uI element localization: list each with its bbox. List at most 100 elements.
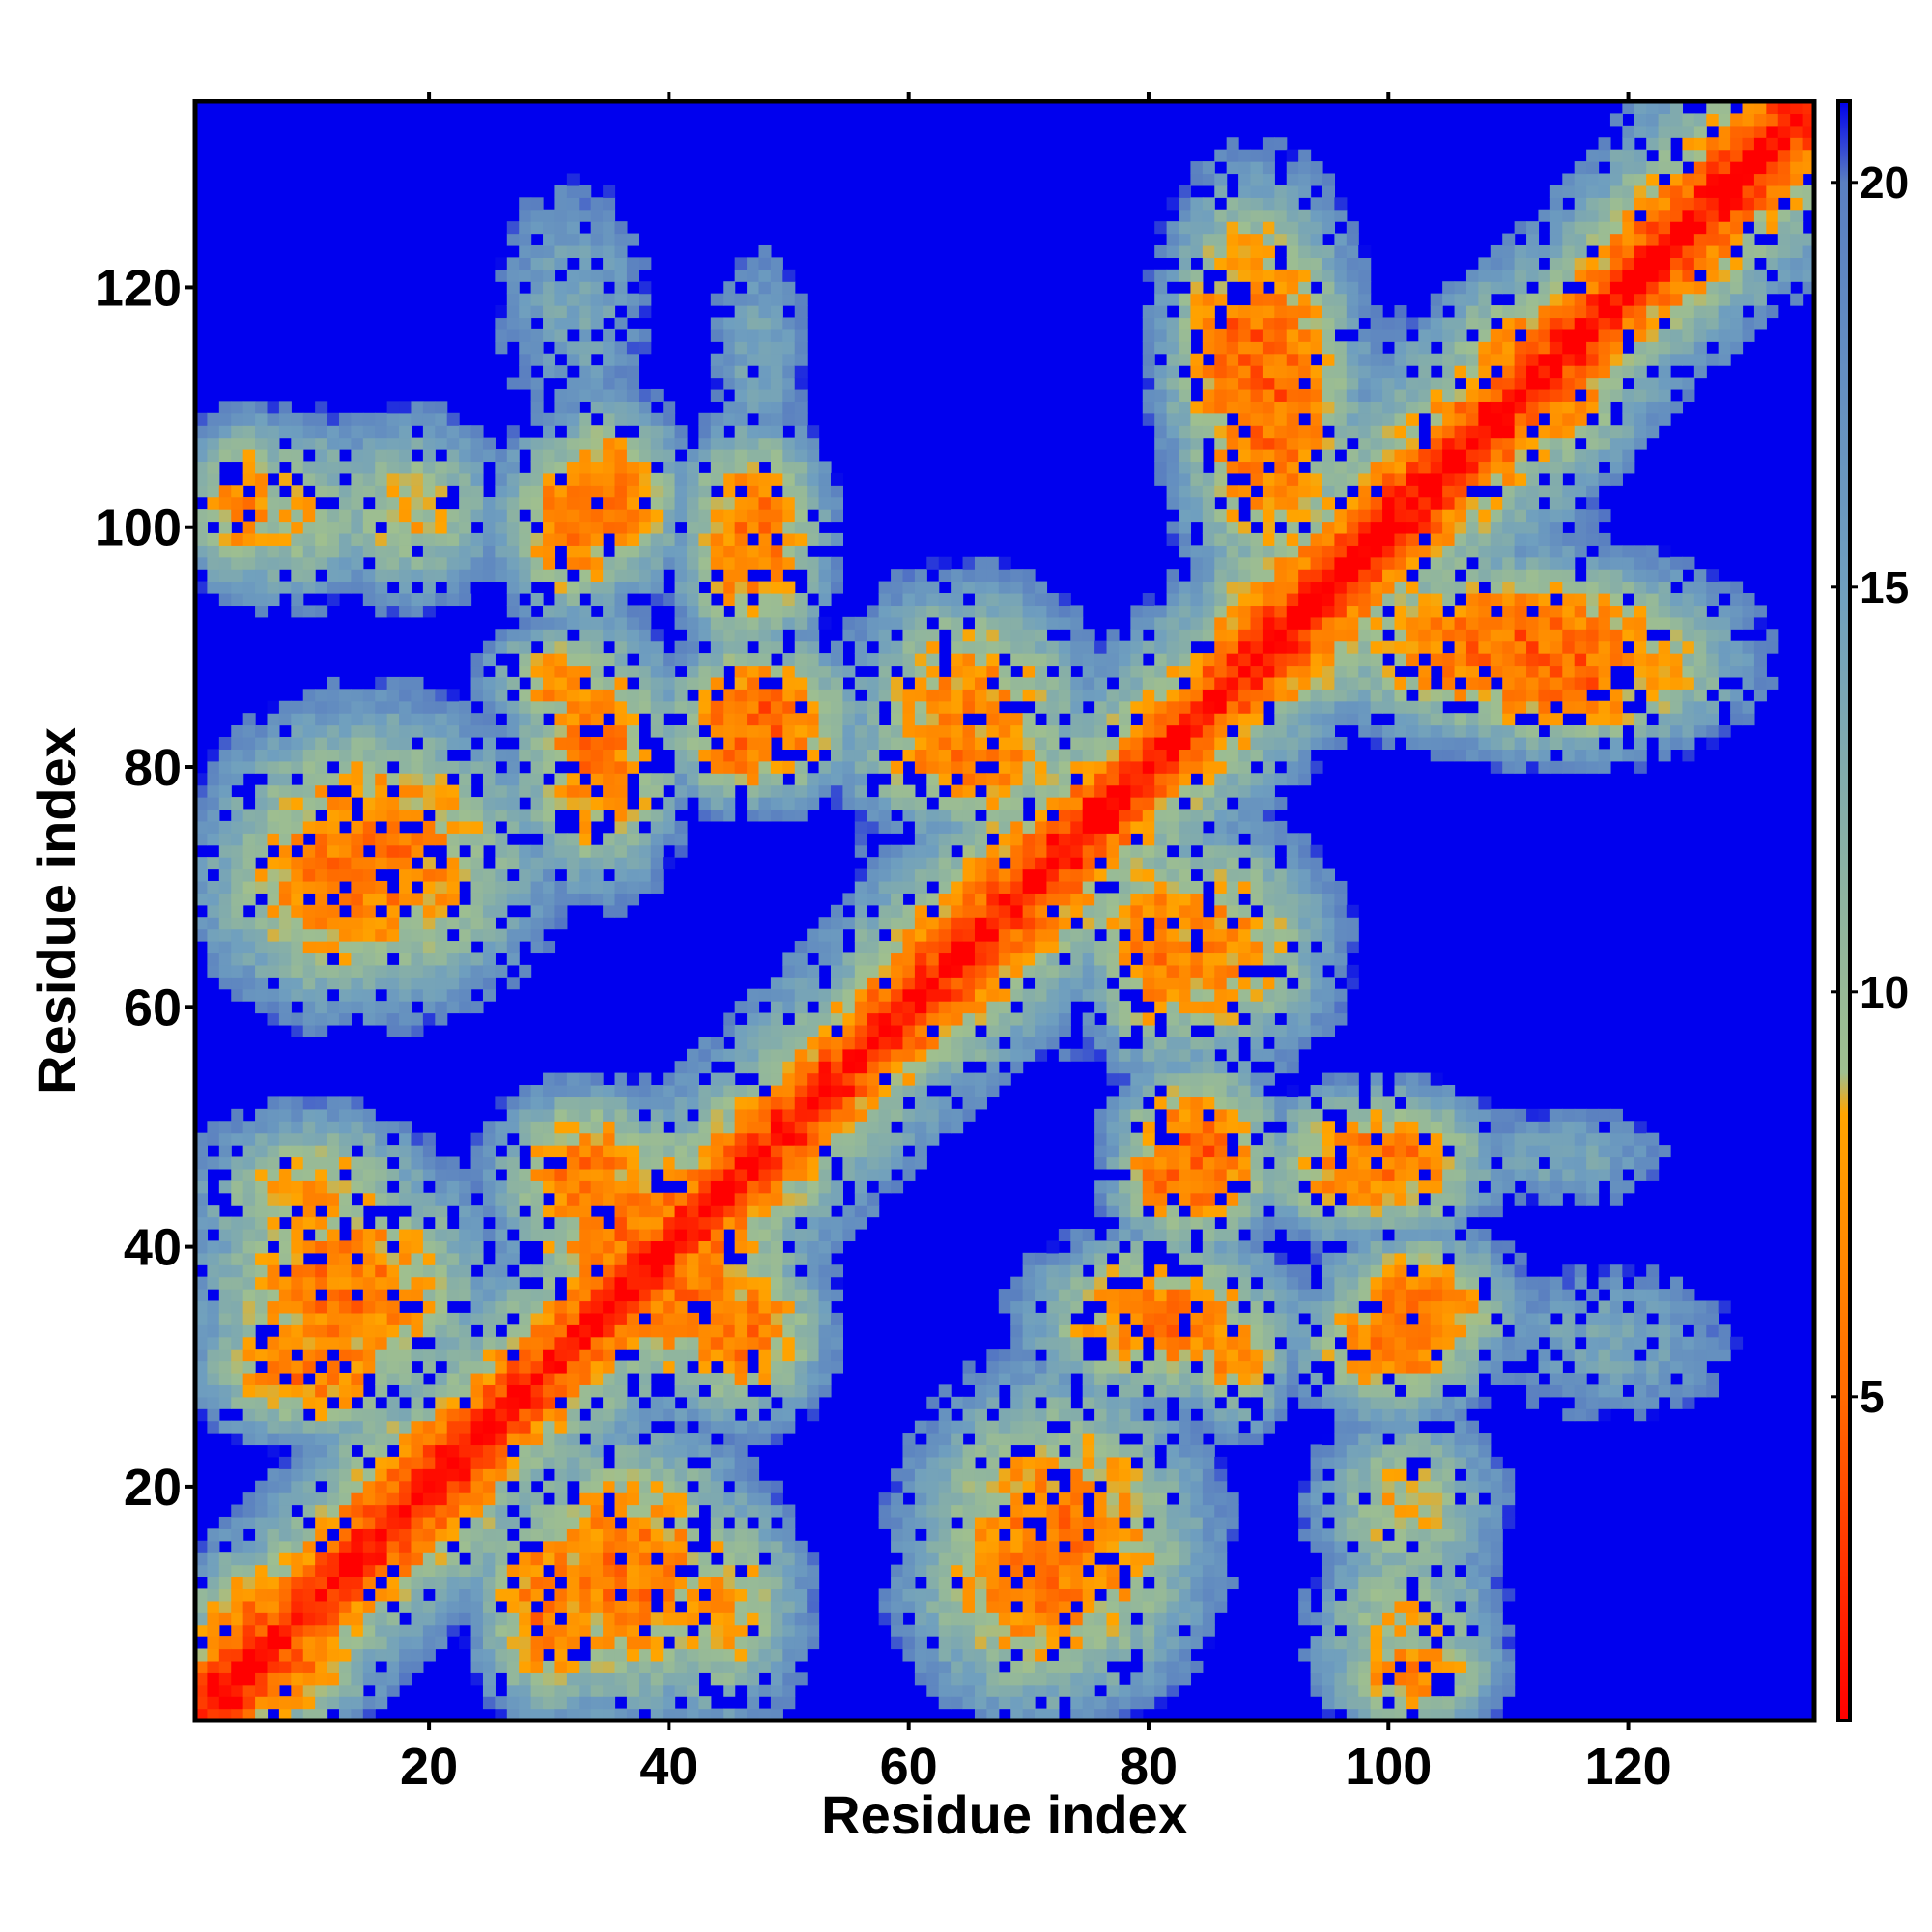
heatmap-cell <box>926 1396 940 1409</box>
heatmap-cell <box>590 1252 604 1265</box>
heatmap-cell <box>375 844 388 858</box>
heatmap-cell <box>543 1396 556 1409</box>
heatmap-cell <box>818 988 832 1002</box>
heatmap-cell <box>566 1420 580 1434</box>
heatmap-cell <box>747 497 760 510</box>
heatmap-cell <box>650 1216 664 1230</box>
heatmap-cell <box>723 1396 736 1409</box>
heatmap-cell <box>195 1540 209 1553</box>
heatmap-cell <box>603 1420 616 1434</box>
heatmap-cell <box>842 988 856 1002</box>
heatmap-cell <box>315 1300 328 1314</box>
heatmap-cell <box>327 977 340 990</box>
heatmap-cell <box>914 1660 927 1673</box>
heatmap-cell <box>891 1612 904 1626</box>
heatmap-cell <box>218 1145 232 1158</box>
heatmap-cell <box>782 1504 796 1518</box>
heatmap-cell <box>338 844 352 858</box>
heatmap-cell <box>566 1636 580 1650</box>
heatmap-cell <box>734 401 748 414</box>
heatmap-cell <box>530 1384 544 1398</box>
heatmap-cell <box>687 1336 700 1350</box>
heatmap-cell <box>195 1372 209 1385</box>
heatmap-cell <box>495 341 508 355</box>
heatmap-cell <box>758 1145 772 1158</box>
heatmap-cell <box>914 1132 927 1146</box>
heatmap-cell <box>435 532 448 546</box>
heatmap-cell <box>338 988 352 1002</box>
heatmap-cell <box>231 1276 244 1290</box>
heatmap-cell <box>770 773 783 786</box>
heatmap-cell <box>495 569 508 582</box>
heatmap-cell <box>674 1552 688 1566</box>
heatmap-cell <box>195 1384 209 1398</box>
heatmap-cell <box>770 1156 783 1170</box>
heatmap-cell <box>375 760 388 774</box>
heatmap-cell <box>590 857 604 870</box>
heatmap-cell <box>291 1360 304 1374</box>
heatmap-cell <box>278 1132 292 1146</box>
heatmap-cell <box>482 1168 496 1181</box>
heatmap-cell <box>747 328 760 342</box>
heatmap-cell <box>446 1600 460 1613</box>
heatmap-cell <box>566 1612 580 1626</box>
heatmap-cell <box>650 1564 664 1577</box>
heatmap-cell <box>639 485 652 498</box>
heatmap-cell <box>926 1552 940 1566</box>
heatmap-cell <box>362 1636 376 1650</box>
heatmap-cell <box>914 1612 927 1626</box>
heatmap-cell <box>338 425 352 439</box>
heatmap-cell <box>867 629 880 642</box>
heatmap-cell <box>902 569 916 582</box>
heatmap-cell <box>926 1048 940 1062</box>
heatmap-cell <box>878 868 892 882</box>
heatmap-cell <box>362 581 376 594</box>
heatmap-cell <box>794 341 808 355</box>
heatmap-cell <box>579 605 592 618</box>
heatmap-cell <box>650 1240 664 1254</box>
heatmap-cell <box>470 857 484 870</box>
heatmap-cell <box>411 1480 424 1493</box>
heatmap-cell <box>914 893 927 906</box>
heatmap-cell <box>614 293 628 306</box>
heatmap-cell <box>723 293 736 306</box>
heatmap-cell <box>639 1612 652 1626</box>
heatmap-cell <box>302 1192 316 1206</box>
heatmap-cell <box>747 1636 760 1650</box>
heatmap-cell <box>579 233 592 246</box>
heatmap-cell <box>674 569 688 582</box>
heatmap-cell <box>530 509 544 523</box>
heatmap-cell <box>386 1612 400 1626</box>
heatmap-cell <box>470 1444 484 1458</box>
heatmap-cell <box>914 1504 927 1518</box>
heatmap-cell <box>603 1312 616 1325</box>
heatmap-cell <box>687 1588 700 1602</box>
heatmap-cell <box>830 1276 843 1290</box>
heatmap-cell <box>891 1180 904 1194</box>
heatmap-cell <box>710 1048 724 1062</box>
heatmap-cell <box>614 784 628 798</box>
heatmap-cell <box>782 1349 796 1362</box>
heatmap-cell <box>770 1061 783 1074</box>
heatmap-cell <box>626 665 639 678</box>
heatmap-cell <box>459 1492 472 1506</box>
heatmap-cell <box>327 509 340 523</box>
heatmap-cell <box>614 1324 628 1338</box>
heatmap-cell <box>566 521 580 534</box>
heatmap-cell <box>399 1648 412 1662</box>
heatmap-cell <box>470 676 484 690</box>
heatmap-cell <box>758 1312 772 1325</box>
heatmap-cell <box>807 1552 820 1566</box>
heatmap-cell <box>399 437 412 450</box>
heatmap-cell <box>710 293 724 306</box>
heatmap-cell <box>291 820 304 834</box>
heatmap-cell <box>195 917 209 930</box>
heatmap-cell <box>530 593 544 607</box>
heatmap-cell <box>723 1012 736 1026</box>
heatmap-cell <box>566 1300 580 1314</box>
heatmap-cell <box>674 1324 688 1338</box>
heatmap-cell <box>818 1312 832 1325</box>
heatmap-cell <box>278 1336 292 1350</box>
heatmap-cell <box>734 1672 748 1686</box>
heatmap-cell <box>255 556 269 570</box>
